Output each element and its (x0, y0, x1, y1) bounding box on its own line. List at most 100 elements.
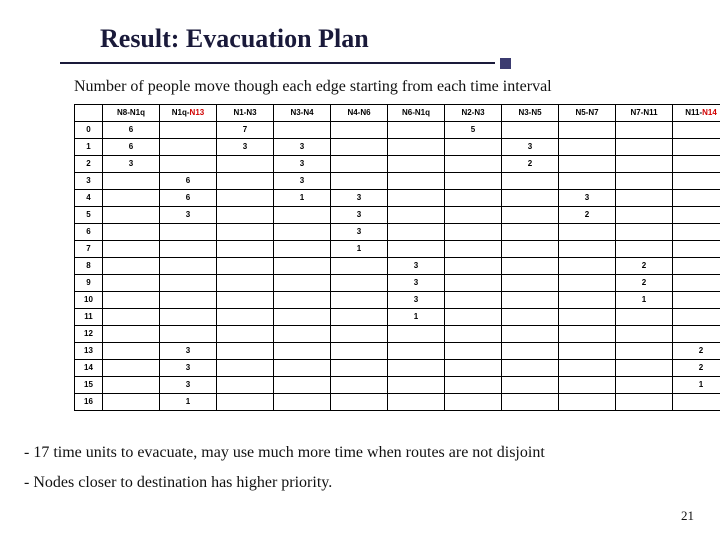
data-cell: 2 (616, 258, 673, 275)
data-cell (274, 241, 331, 258)
data-cell (160, 292, 217, 309)
data-cell (616, 326, 673, 343)
data-cell: 3 (502, 139, 559, 156)
data-cell (559, 309, 616, 326)
bullet-1: - 17 time units to evacuate, may use muc… (24, 444, 545, 462)
data-cell (103, 258, 160, 275)
data-cell (331, 326, 388, 343)
data-cell (502, 122, 559, 139)
data-cell (445, 241, 502, 258)
data-cell (445, 292, 502, 309)
time-cell: 2 (75, 156, 103, 173)
bullet-2: - Nodes closer to destination has higher… (24, 474, 332, 492)
data-cell (502, 275, 559, 292)
time-cell: 8 (75, 258, 103, 275)
data-cell: 3 (388, 258, 445, 275)
data-cell (559, 326, 616, 343)
data-cell (217, 377, 274, 394)
data-cell (388, 377, 445, 394)
data-cell: 1 (160, 394, 217, 411)
title-underline (60, 62, 495, 64)
data-cell (274, 258, 331, 275)
data-cell (217, 326, 274, 343)
table-row: 1432 (75, 360, 720, 377)
data-cell (103, 394, 160, 411)
data-cell: 5 (445, 122, 502, 139)
data-cell (445, 394, 502, 411)
table-row: 8 3 2 (75, 258, 720, 275)
time-cell: 1 (75, 139, 103, 156)
data-cell (616, 190, 673, 207)
data-cell: 1 (274, 190, 331, 207)
data-cell (673, 190, 720, 207)
time-cell: 12 (75, 326, 103, 343)
data-cell (274, 377, 331, 394)
table-row: 1531 (75, 377, 720, 394)
edge-header-label: N3-N4 (290, 108, 313, 117)
data-cell (388, 343, 445, 360)
edge-header-label: N1q- (172, 108, 190, 117)
data-cell: 3 (217, 139, 274, 156)
data-cell: 1 (673, 377, 720, 394)
data-cell: 3 (160, 343, 217, 360)
table-row: 161 (75, 394, 720, 411)
data-cell: 3 (388, 292, 445, 309)
data-cell (673, 122, 720, 139)
data-cell (673, 139, 720, 156)
data-cell: 3 (274, 156, 331, 173)
data-cell (502, 292, 559, 309)
data-cell (331, 122, 388, 139)
data-cell (388, 173, 445, 190)
data-cell: 6 (160, 173, 217, 190)
data-cell (673, 394, 720, 411)
data-cell (616, 241, 673, 258)
data-cell (103, 224, 160, 241)
table-row: 932 (75, 275, 720, 292)
edge-header-label: N11- (685, 108, 702, 117)
edge-header: N7-N11 (616, 105, 673, 122)
data-cell (616, 360, 673, 377)
data-cell (217, 394, 274, 411)
time-cell: 7 (75, 241, 103, 258)
data-cell (502, 207, 559, 224)
data-cell (616, 377, 673, 394)
page-number: 21 (681, 508, 694, 524)
data-cell: 3 (559, 190, 616, 207)
data-cell: 1 (331, 241, 388, 258)
data-cell (445, 343, 502, 360)
data-cell (502, 224, 559, 241)
data-cell (559, 394, 616, 411)
data-cell (559, 377, 616, 394)
time-cell: 4 (75, 190, 103, 207)
data-cell (616, 224, 673, 241)
edge-header-label: N3-N5 (518, 108, 541, 117)
data-cell (274, 343, 331, 360)
data-cell (160, 258, 217, 275)
data-cell (217, 190, 274, 207)
data-cell (616, 343, 673, 360)
data-cell (103, 360, 160, 377)
data-cell (103, 173, 160, 190)
data-cell (445, 139, 502, 156)
data-cell (673, 292, 720, 309)
data-cell (217, 224, 274, 241)
table-row: 71 (75, 241, 720, 258)
data-cell (217, 292, 274, 309)
edge-header: N3-N5 (502, 105, 559, 122)
edge-header-dest: N13 (190, 108, 205, 117)
table-row: 5332 (75, 207, 720, 224)
data-cell: 7 (217, 122, 274, 139)
data-cell (388, 156, 445, 173)
data-cell (673, 309, 720, 326)
data-cell (388, 139, 445, 156)
data-cell (217, 207, 274, 224)
data-cell (673, 258, 720, 275)
data-cell: 6 (103, 122, 160, 139)
data-cell (217, 241, 274, 258)
data-cell (217, 275, 274, 292)
time-cell: 10 (75, 292, 103, 309)
data-cell (502, 394, 559, 411)
data-cell (331, 173, 388, 190)
data-cell (217, 173, 274, 190)
data-cell (445, 258, 502, 275)
